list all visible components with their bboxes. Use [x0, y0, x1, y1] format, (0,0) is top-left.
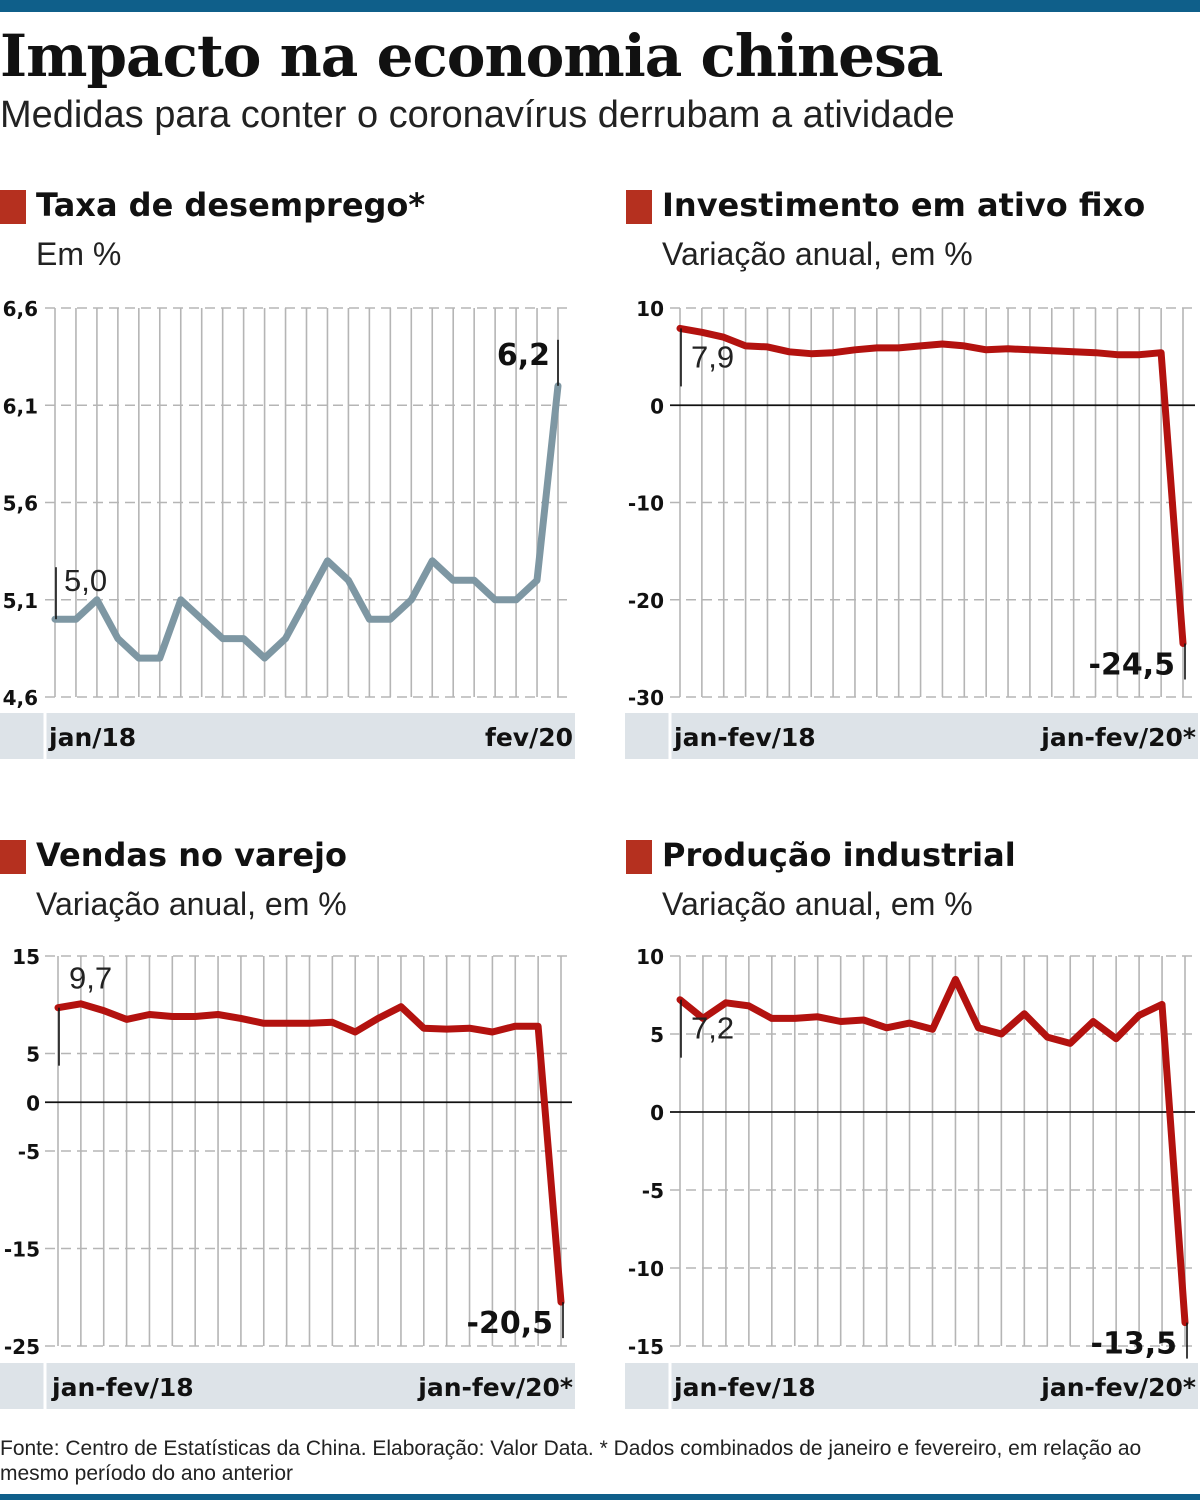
first-value-label: 7,9 — [691, 339, 734, 374]
panel-subtitle: Variação anual, em % — [36, 886, 347, 922]
y-tick-label: -25 — [4, 1335, 40, 1359]
y-tick-label: -15 — [628, 1335, 664, 1359]
y-tick-label: 0 — [26, 1091, 40, 1115]
y-tick-label: 5 — [650, 1023, 664, 1047]
y-tick-label: -5 — [642, 1179, 664, 1203]
x-axis-end-label: jan-fev/20* — [1040, 723, 1196, 752]
series-line — [676, 324, 1187, 647]
y-tick-label: 0 — [650, 1101, 664, 1125]
top-accent-bar — [0, 0, 1200, 12]
panel-marker — [0, 840, 26, 874]
panel-title: Vendas no varejo — [36, 836, 347, 874]
last-value-label: -20,5 — [467, 1306, 553, 1341]
page-title: Impacto na economia chinesa — [0, 22, 943, 90]
page-subtitle: Medidas para conter o coronavírus derrub… — [0, 94, 955, 136]
last-value-label: 6,2 — [497, 338, 550, 373]
panel-header-industrial-production: Produção industrial Variação anual, em % — [626, 836, 1200, 956]
series-line — [676, 975, 1189, 1327]
panel-marker — [626, 840, 652, 874]
panel-header-unemployment: Taxa de desemprego* Em % — [0, 186, 580, 306]
panel-subtitle: Variação anual, em % — [662, 886, 973, 922]
bottom-accent-bar — [0, 1494, 1200, 1500]
last-value-label: -24,5 — [1089, 648, 1175, 683]
panel-title: Investimento em ativo fixo — [662, 186, 1146, 224]
first-value-label: 7,2 — [691, 1011, 734, 1046]
x-axis-start-label: jan-fev/18 — [673, 723, 816, 752]
x-axis-start-label: jan-fev/18 — [51, 1373, 194, 1402]
y-tick-label: 6,1 — [3, 394, 38, 418]
y-tick-label: 5,1 — [3, 589, 38, 613]
last-value-label: -13,5 — [1091, 1327, 1177, 1362]
panel-title: Produção industrial — [662, 836, 1016, 874]
x-axis-start-label: jan/18 — [48, 723, 136, 752]
y-tick-label: -15 — [4, 1238, 40, 1262]
first-value-label: 5,0 — [64, 563, 107, 598]
x-axis-end-label: fev/20 — [485, 723, 573, 752]
panel-marker — [0, 190, 26, 224]
series-line — [51, 382, 562, 662]
y-tick-label: 0 — [650, 394, 664, 418]
x-axis-band — [625, 713, 1198, 759]
panel-header-retail-sales: Vendas no varejo Variação anual, em % — [0, 836, 580, 956]
x-axis-band — [0, 713, 575, 759]
y-tick-label: -5 — [18, 1140, 40, 1164]
first-value-label: 9,7 — [69, 961, 112, 996]
x-axis-band — [625, 1363, 1198, 1409]
y-tick-label: -10 — [628, 492, 664, 516]
panel-subtitle: Variação anual, em % — [662, 236, 973, 272]
panel-header-fixed-investment: Investimento em ativo fixo Variação anua… — [626, 186, 1200, 306]
y-tick-label: -30 — [628, 686, 664, 710]
panel-marker — [626, 190, 652, 224]
x-axis-band — [0, 1363, 575, 1409]
series-line — [54, 1000, 565, 1306]
y-tick-label: 6,6 — [3, 297, 38, 321]
panel-subtitle: Em % — [36, 236, 122, 272]
y-tick-label: 10 — [636, 297, 664, 321]
y-tick-label: 15 — [12, 945, 40, 969]
x-axis-end-label: jan-fev/20* — [1040, 1373, 1196, 1402]
x-axis-end-label: jan-fev/20* — [417, 1373, 573, 1402]
y-tick-label: 5,6 — [3, 492, 38, 516]
panel-title: Taxa de desemprego* — [36, 186, 426, 224]
y-tick-label: -10 — [628, 1257, 664, 1281]
y-tick-label: -20 — [628, 589, 664, 613]
y-tick-label: 4,6 — [3, 686, 38, 710]
x-axis-start-label: jan-fev/18 — [673, 1373, 816, 1402]
source-note: Fonte: Centro de Estatísticas da China. … — [0, 1437, 1142, 1485]
y-tick-label: 10 — [636, 945, 664, 969]
y-tick-label: 5 — [26, 1043, 40, 1067]
